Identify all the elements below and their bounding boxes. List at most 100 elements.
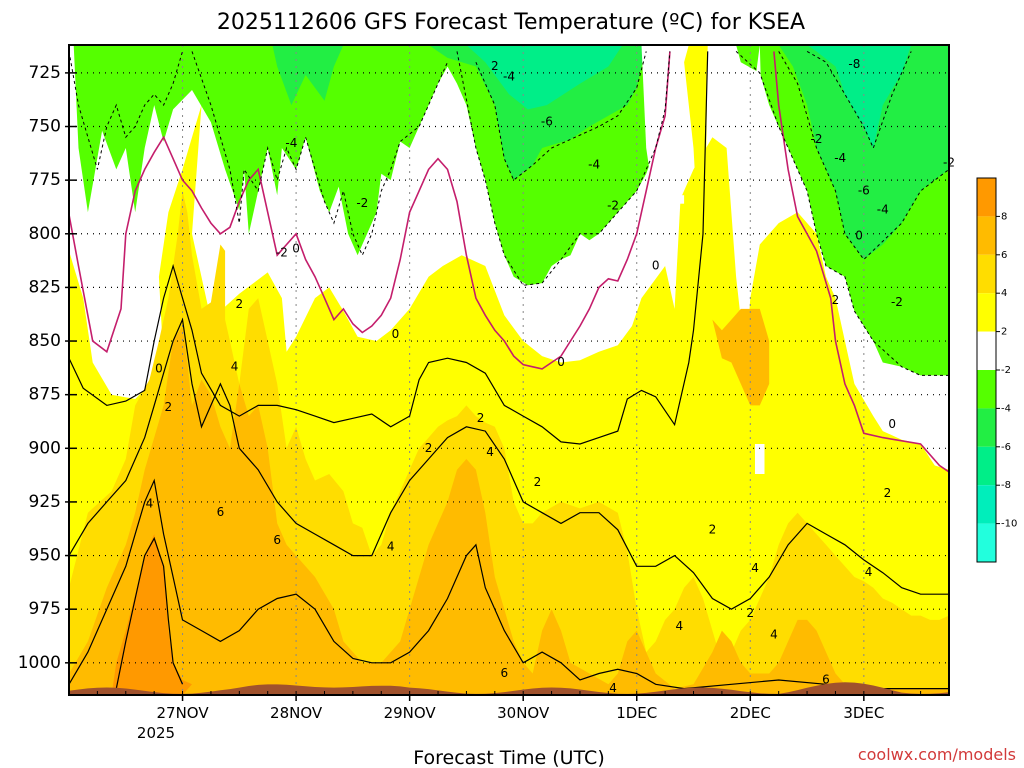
x-axis-title: Forecast Time (UTC) [413, 747, 604, 768]
x-axis: 27NOV 28NOV 29NOV 30NOV 1DEC 2DEC 3DEC [68, 691, 950, 722]
contour-label: -2 [891, 295, 903, 309]
color-scale-legend: 8 6 4 2 -2 -4 -6 -8 -10 [976, 177, 1017, 563]
contour-line [115, 536, 184, 689]
contour-label: 4 [751, 561, 759, 575]
contour-label: -4 [588, 158, 600, 172]
x-tick-label: 3DEC [843, 704, 884, 722]
contour-line-dashed [68, 51, 183, 170]
color-scale-label: -2 [1001, 365, 1011, 376]
contour-label: 2 [236, 297, 244, 311]
contour-label: -8 [848, 57, 860, 71]
contour-label: -4 [877, 203, 889, 217]
y-tick-label: 750 [29, 117, 61, 137]
y-tick-label: 725 [29, 63, 61, 83]
chart-title: 2025112606 GFS Forecast Temperature (ºC)… [217, 10, 805, 35]
contour-label: -4 [285, 136, 297, 150]
y-tick-label: 875 [29, 385, 61, 405]
contour-line-dashed [806, 50, 912, 150]
temperature-region [740, 45, 765, 256]
contour-zero-line [68, 51, 671, 370]
y-tick-label: 850 [29, 331, 61, 351]
color-scale-swatch [977, 293, 996, 332]
temperature-region [778, 45, 949, 260]
color-scale-swatch [977, 370, 996, 409]
contour-label: 0 [855, 228, 863, 242]
contour-label: -4 [834, 151, 846, 165]
color-scale-label: 4 [1001, 288, 1007, 299]
y-tick-label: 775 [29, 170, 61, 190]
contour-label: 2 [425, 441, 433, 455]
temperature-region [684, 45, 708, 384]
contour-label: 2 [477, 411, 485, 425]
contour-label: 2 [165, 400, 173, 414]
y-tick-label: 1000 [18, 653, 61, 673]
contour-label: -4 [503, 70, 515, 84]
contour-label: -2 [276, 246, 288, 260]
contour-label: 4 [676, 619, 684, 633]
color-scale-swatch [977, 178, 996, 217]
contour-label: 4 [770, 627, 778, 641]
contour-label: 6 [273, 533, 281, 547]
contour-label: 2 [534, 475, 542, 489]
color-scale-swatch [977, 523, 996, 562]
contour-line-dashed [475, 51, 647, 181]
color-scale-swatch [977, 216, 996, 255]
contour-line-dashed [735, 51, 949, 376]
contour-label: 2 [746, 606, 754, 620]
color-scale-swatch [977, 254, 996, 294]
temperature-region [641, 45, 689, 309]
y-tick-label: 950 [29, 546, 61, 566]
contour-label: -2 [811, 132, 823, 146]
y-axis: 725 750 775 800 825 850 875 900 925 950 975 1000 [18, 63, 77, 673]
y-tick-label: 800 [29, 224, 61, 244]
color-scale-label: 8 [1001, 211, 1007, 222]
contour-label: 0 [557, 355, 565, 369]
contour-label: 2 [491, 59, 499, 73]
contour-line-dashed [191, 51, 448, 257]
contour-label: 0 [652, 258, 660, 272]
temperature-region [466, 45, 623, 110]
temperature-fill-layers [69, 45, 949, 695]
contour-line [68, 51, 709, 445]
contour-label: 2 [709, 522, 717, 536]
contour-label: 4 [231, 359, 239, 373]
contour-label: 4 [387, 539, 395, 553]
contour-label: 0 [292, 241, 300, 255]
color-scale-label: 2 [1001, 327, 1007, 338]
contour-label: 0 [888, 417, 896, 431]
color-scale-swatch [977, 408, 996, 447]
color-scale-label: -6 [1001, 442, 1011, 453]
temperature-region [755, 444, 765, 474]
contour-label: 6 [217, 505, 225, 519]
contour-label: 4 [865, 565, 873, 579]
color-scale-label: -8 [1001, 480, 1011, 491]
contour-label: -2 [607, 198, 619, 212]
temperature-region [674, 195, 685, 204]
credit-link[interactable]: coolwx.com/models [858, 745, 1016, 764]
color-scale-swatch [977, 331, 996, 370]
contour-line-dashed [456, 51, 671, 286]
temperature-region [807, 45, 912, 148]
temperature-region [712, 308, 770, 406]
x-tick-label: 29NOV [384, 704, 437, 722]
plot-frame [68, 44, 950, 696]
contour-label: 6 [500, 666, 508, 680]
contour-lines [68, 50, 950, 690]
color-scale-swatch [977, 485, 996, 524]
x-tick-label: 1DEC [616, 704, 657, 722]
color-scale-label: 6 [1001, 250, 1007, 261]
y-tick-label: 925 [29, 492, 61, 512]
x-tick-label: 27NOV [156, 704, 209, 722]
contour-line [68, 317, 949, 610]
contour-label: 0 [155, 361, 163, 375]
contour-label: 4 [146, 497, 154, 511]
y-tick-label: 900 [29, 438, 61, 458]
contour-label: 2 [884, 486, 892, 500]
contour-zero-line [773, 51, 950, 473]
contour-label: 2 [832, 293, 840, 307]
ground-surface [69, 682, 949, 695]
color-scale-label: -4 [1001, 403, 1011, 414]
y-tick-label: 825 [29, 277, 61, 297]
